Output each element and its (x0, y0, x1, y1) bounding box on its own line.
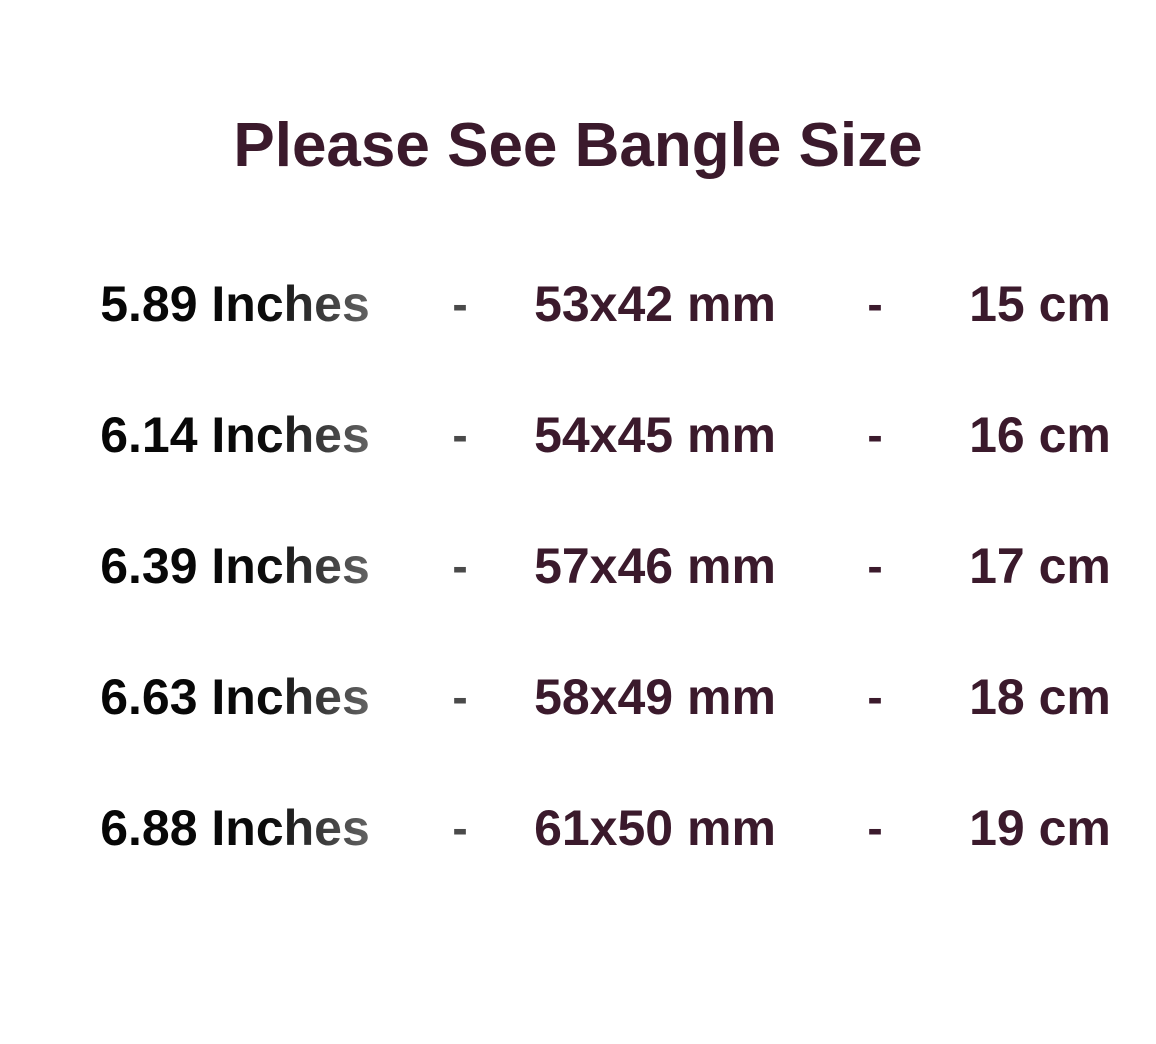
separator-dash: - (452, 539, 468, 592)
mm-value: 57x46 mm (534, 537, 776, 594)
cm-value: 17 cm (969, 537, 1111, 594)
size-table: 5.89 Inches - 53x42 mm - 15 cm 6.14 Inch… (0, 238, 1156, 893)
table-row: 6.63 Inches - 58x49 mm - 18 cm (40, 631, 1150, 762)
mm-value: 58x49 mm (534, 668, 776, 725)
separator-dash: - (452, 277, 468, 330)
separator-dash: - (867, 670, 883, 723)
separator-dash: - (867, 539, 883, 592)
table-row: 6.88 Inches - 61x50 mm - 19 cm (40, 762, 1150, 893)
separator-dash: - (867, 408, 883, 461)
inches-value: 6.39 Inches (40, 541, 430, 591)
inches-value: 6.14 Inches (40, 410, 430, 460)
mm-value: 54x45 mm (534, 406, 776, 463)
separator-dash: - (452, 670, 468, 723)
separator-dash: - (452, 801, 468, 854)
cm-value: 16 cm (969, 406, 1111, 463)
table-row: 6.39 Inches - 57x46 mm - 17 cm (40, 500, 1150, 631)
cm-value: 19 cm (969, 799, 1111, 856)
mm-value: 53x42 mm (534, 275, 776, 332)
page-title: Please See Bangle Size (233, 111, 923, 180)
separator-dash: - (452, 408, 468, 461)
table-row: 5.89 Inches - 53x42 mm - 15 cm (40, 238, 1150, 369)
cm-value: 15 cm (969, 275, 1111, 332)
separator-dash: - (867, 277, 883, 330)
inches-value: 6.88 Inches (40, 803, 430, 853)
table-row: 6.14 Inches - 54x45 mm - 16 cm (40, 369, 1150, 500)
cm-value: 18 cm (969, 668, 1111, 725)
inches-value: 5.89 Inches (40, 279, 430, 329)
separator-dash: - (867, 801, 883, 854)
inches-value: 6.63 Inches (40, 672, 430, 722)
mm-value: 61x50 mm (534, 799, 776, 856)
